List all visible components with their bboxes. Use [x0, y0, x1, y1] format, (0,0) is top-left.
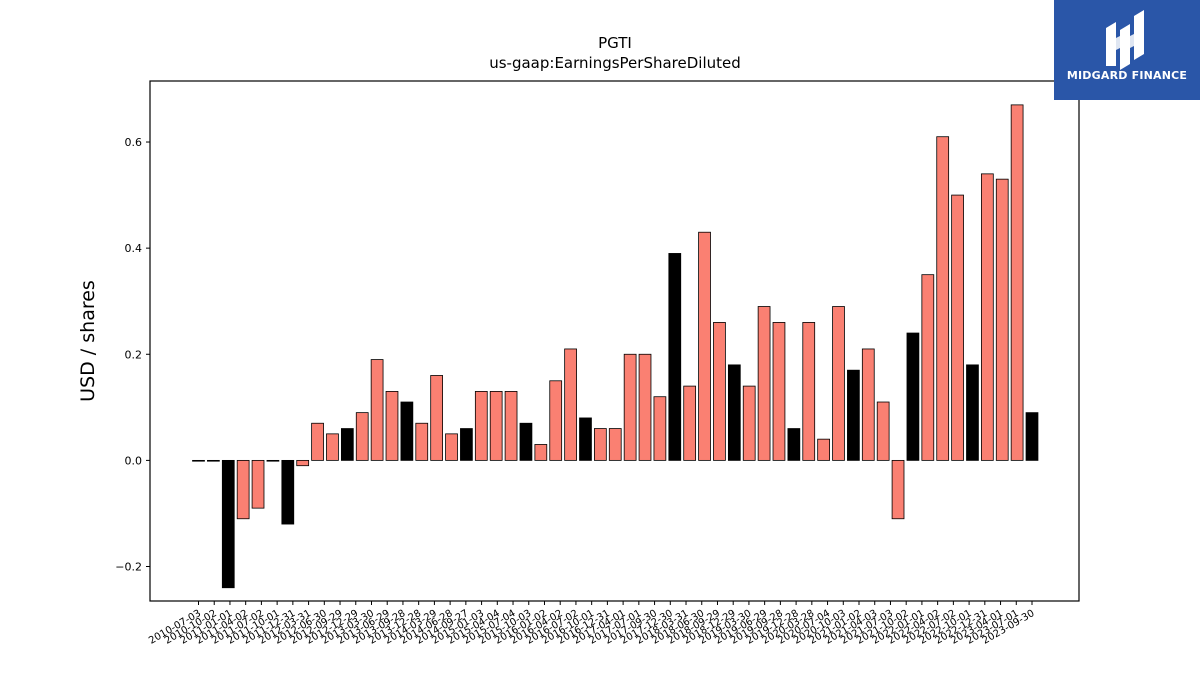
- bar: [742, 385, 756, 461]
- bar: [594, 428, 607, 461]
- bar: [861, 348, 875, 461]
- bar: [921, 274, 935, 461]
- bar: [757, 306, 771, 461]
- bar: [951, 194, 964, 461]
- bar: [847, 369, 860, 461]
- bar: [683, 385, 697, 461]
- bar: [995, 178, 1009, 461]
- y-ticks: −0.2 0.0 0.2 0.4 0.6: [115, 136, 150, 574]
- bar: [549, 380, 563, 461]
- bar: [638, 353, 652, 461]
- bar: [802, 322, 816, 461]
- bar: [207, 459, 220, 462]
- bar: [340, 428, 354, 461]
- bar: [326, 433, 339, 461]
- midgard-logo-icon: [1106, 10, 1144, 70]
- bar: [281, 459, 295, 525]
- y-tick-label: −0.2: [115, 561, 142, 574]
- bar: [370, 359, 384, 461]
- bar: [564, 348, 577, 461]
- bar: [817, 438, 830, 461]
- brand-name: MIDGARD FINANCE: [1066, 69, 1188, 82]
- bar: [966, 364, 979, 461]
- plot-frame: [149, 80, 1080, 602]
- bar: [460, 428, 473, 461]
- bar: [519, 422, 533, 461]
- bar: [355, 412, 369, 461]
- bar: [236, 459, 250, 520]
- bar: [623, 353, 637, 461]
- y-tick-label: 0.4: [125, 242, 143, 255]
- bar: [489, 391, 503, 461]
- bar: [906, 332, 920, 461]
- chart-title: PGTI: [598, 34, 632, 52]
- bar: [474, 391, 488, 461]
- y-tick-label: 0.6: [125, 136, 143, 149]
- bar: [1025, 412, 1039, 461]
- bar: [1010, 104, 1024, 461]
- bar: [400, 401, 414, 461]
- bar: [608, 428, 622, 461]
- bar: [653, 396, 667, 461]
- bars: [192, 104, 1039, 589]
- bar: [385, 391, 399, 461]
- bar: [772, 322, 786, 461]
- bar: [579, 417, 592, 461]
- bar: [876, 401, 890, 461]
- bar: [698, 231, 711, 461]
- bar: [713, 322, 726, 461]
- bar: [445, 433, 458, 461]
- bar: [504, 391, 518, 461]
- y-tick-label: 0.0: [125, 454, 143, 467]
- bar: [936, 136, 950, 461]
- bar: [266, 459, 280, 462]
- bar: [251, 459, 265, 509]
- bar: [221, 459, 235, 589]
- bar: [534, 444, 548, 461]
- bar: [832, 306, 845, 461]
- x-ticks: 2010-07-032010-10-022011-01-012011-04-02…: [147, 601, 1037, 647]
- bar: [415, 422, 429, 461]
- bar: [296, 459, 310, 467]
- y-tick-label: 0.2: [125, 348, 143, 361]
- bar: [787, 428, 801, 461]
- bar: [891, 459, 905, 520]
- bar: [980, 173, 994, 461]
- bar: [192, 459, 205, 462]
- bar: [727, 364, 741, 461]
- bar: [430, 375, 443, 461]
- chart-subtitle: us-gaap:EarningsPerShareDiluted: [489, 54, 741, 72]
- y-axis-label: USD / shares: [77, 280, 99, 402]
- bar: [311, 422, 324, 461]
- bar: [668, 253, 682, 461]
